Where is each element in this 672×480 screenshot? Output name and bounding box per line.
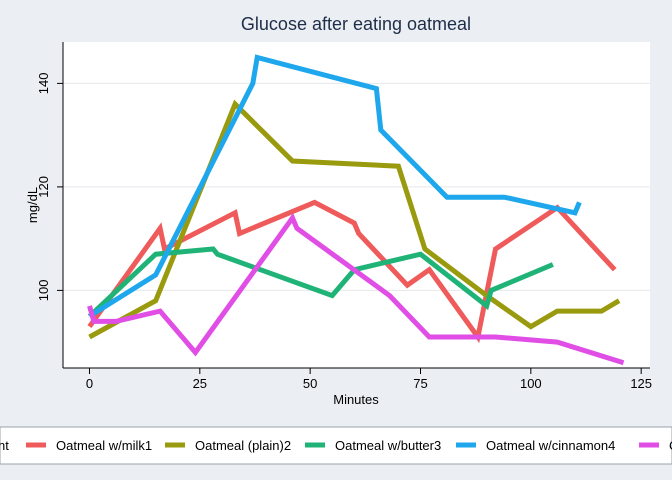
legend-title: nt [0, 438, 9, 453]
x-tick-label: 25 [193, 376, 207, 391]
series-line-4 [88, 54, 582, 319]
legend-label-3: Oatmeal w/butter3 [335, 438, 441, 453]
x-tick-label: 100 [520, 376, 542, 391]
legend-box [0, 426, 672, 465]
legend-label-4: Oatmeal w/cinnamon4 [486, 438, 615, 453]
chart-title: Glucose after eating oatmeal [241, 14, 471, 34]
x-tick-label: 125 [630, 376, 652, 391]
x-tick-label: 75 [413, 376, 427, 391]
legend: Oatmeal w/milk1 Oatmeal (plain)2 Oatmeal w… [26, 438, 672, 453]
x-tick-label: 0 [86, 376, 93, 391]
x-tick-label: 50 [303, 376, 317, 391]
series-line-1 [87, 199, 617, 344]
legend-label-1: Oatmeal w/milk1 [56, 438, 152, 453]
y-axis-title: mg/dL [25, 187, 40, 223]
legend-label-5: O [669, 438, 672, 453]
series-line-3 [87, 246, 554, 319]
x-axis-title: Minutes [333, 392, 379, 407]
y-tick-label: 120 [36, 176, 51, 198]
y-tick-label: 100 [36, 280, 51, 302]
axes: 0 25 50 75 100 125 100 120 140 [36, 42, 652, 391]
plot-area [63, 42, 650, 368]
y-tick-label: 140 [36, 73, 51, 95]
legend-label-2: Oatmeal (plain)2 [195, 438, 291, 453]
series-lines [87, 54, 625, 366]
series-line-5 [87, 212, 625, 366]
